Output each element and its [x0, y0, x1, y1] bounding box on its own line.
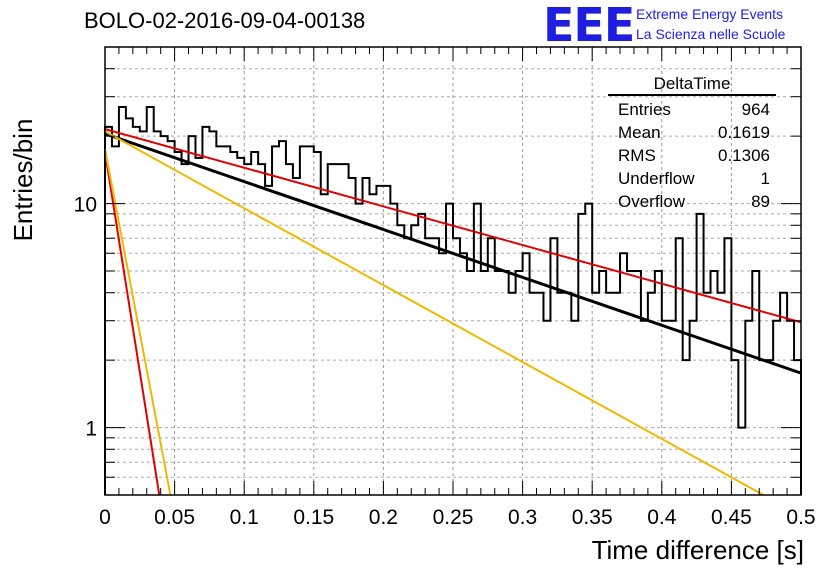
logo-line-1: Extreme Energy Events — [636, 6, 784, 22]
fit-line — [104, 128, 802, 324]
stats-value: 1 — [760, 169, 770, 188]
stats-box-title: DeltaTime — [608, 74, 776, 96]
stats-value: 89 — [751, 192, 770, 211]
y-tick-label: 10 — [74, 194, 97, 217]
eee-logo: EEE — [543, 0, 635, 52]
stats-label: Entries — [618, 100, 671, 119]
x-tick-label: 0 — [99, 506, 111, 529]
stats-row-mean: Mean 0.1619 — [612, 121, 776, 144]
stats-box: DeltaTime Entries 964 Mean 0.1619 RMS 0.130… — [608, 74, 776, 213]
stats-value: 0.1306 — [718, 146, 770, 165]
x-tick-label: 0.3 — [508, 506, 537, 529]
stats-label: Underflow — [618, 169, 695, 188]
x-tick-label: 0.1 — [230, 506, 259, 529]
fit-line — [104, 130, 764, 496]
stats-label: Mean — [618, 123, 661, 142]
fit-line — [104, 148, 172, 496]
x-tick-label: 0.05 — [154, 506, 195, 529]
x-tick-label: 0.25 — [433, 506, 474, 529]
stats-row-rms: RMS 0.1306 — [612, 144, 776, 167]
x-tick-label: 0.35 — [572, 506, 613, 529]
x-axis-label: Time difference [s] — [591, 535, 804, 565]
chart-title: BOLO-02-2016-09-04-00138 — [84, 8, 366, 33]
stats-label: RMS — [618, 146, 656, 165]
stats-label: Overflow — [618, 192, 686, 211]
stats-value: 964 — [741, 100, 770, 119]
fit-line — [104, 151, 161, 496]
stats-row-underflow: Underflow 1 — [612, 167, 776, 190]
y-axis-label: Entries/bin — [8, 57, 39, 242]
stats-value: 0.1619 — [718, 123, 770, 142]
y-tick-label: 1 — [85, 418, 97, 441]
logo-line-2: La Scienza nelle Scuole — [636, 26, 786, 42]
stats-row-entries: Entries 964 — [612, 98, 776, 121]
x-tick-label: 0.5 — [786, 506, 815, 529]
logo-caption: Extreme Energy Events La Scienza nelle S… — [636, 4, 785, 44]
x-tick-label: 0.2 — [369, 506, 398, 529]
x-tick-label: 0.4 — [647, 506, 677, 529]
x-tick-label: 0.15 — [293, 506, 334, 529]
x-tick-label: 0.45 — [711, 506, 752, 529]
fit-line — [104, 132, 802, 375]
y-axis-label-text: Entries/bin — [8, 118, 38, 242]
stats-row-overflow: Overflow 89 — [612, 190, 776, 213]
